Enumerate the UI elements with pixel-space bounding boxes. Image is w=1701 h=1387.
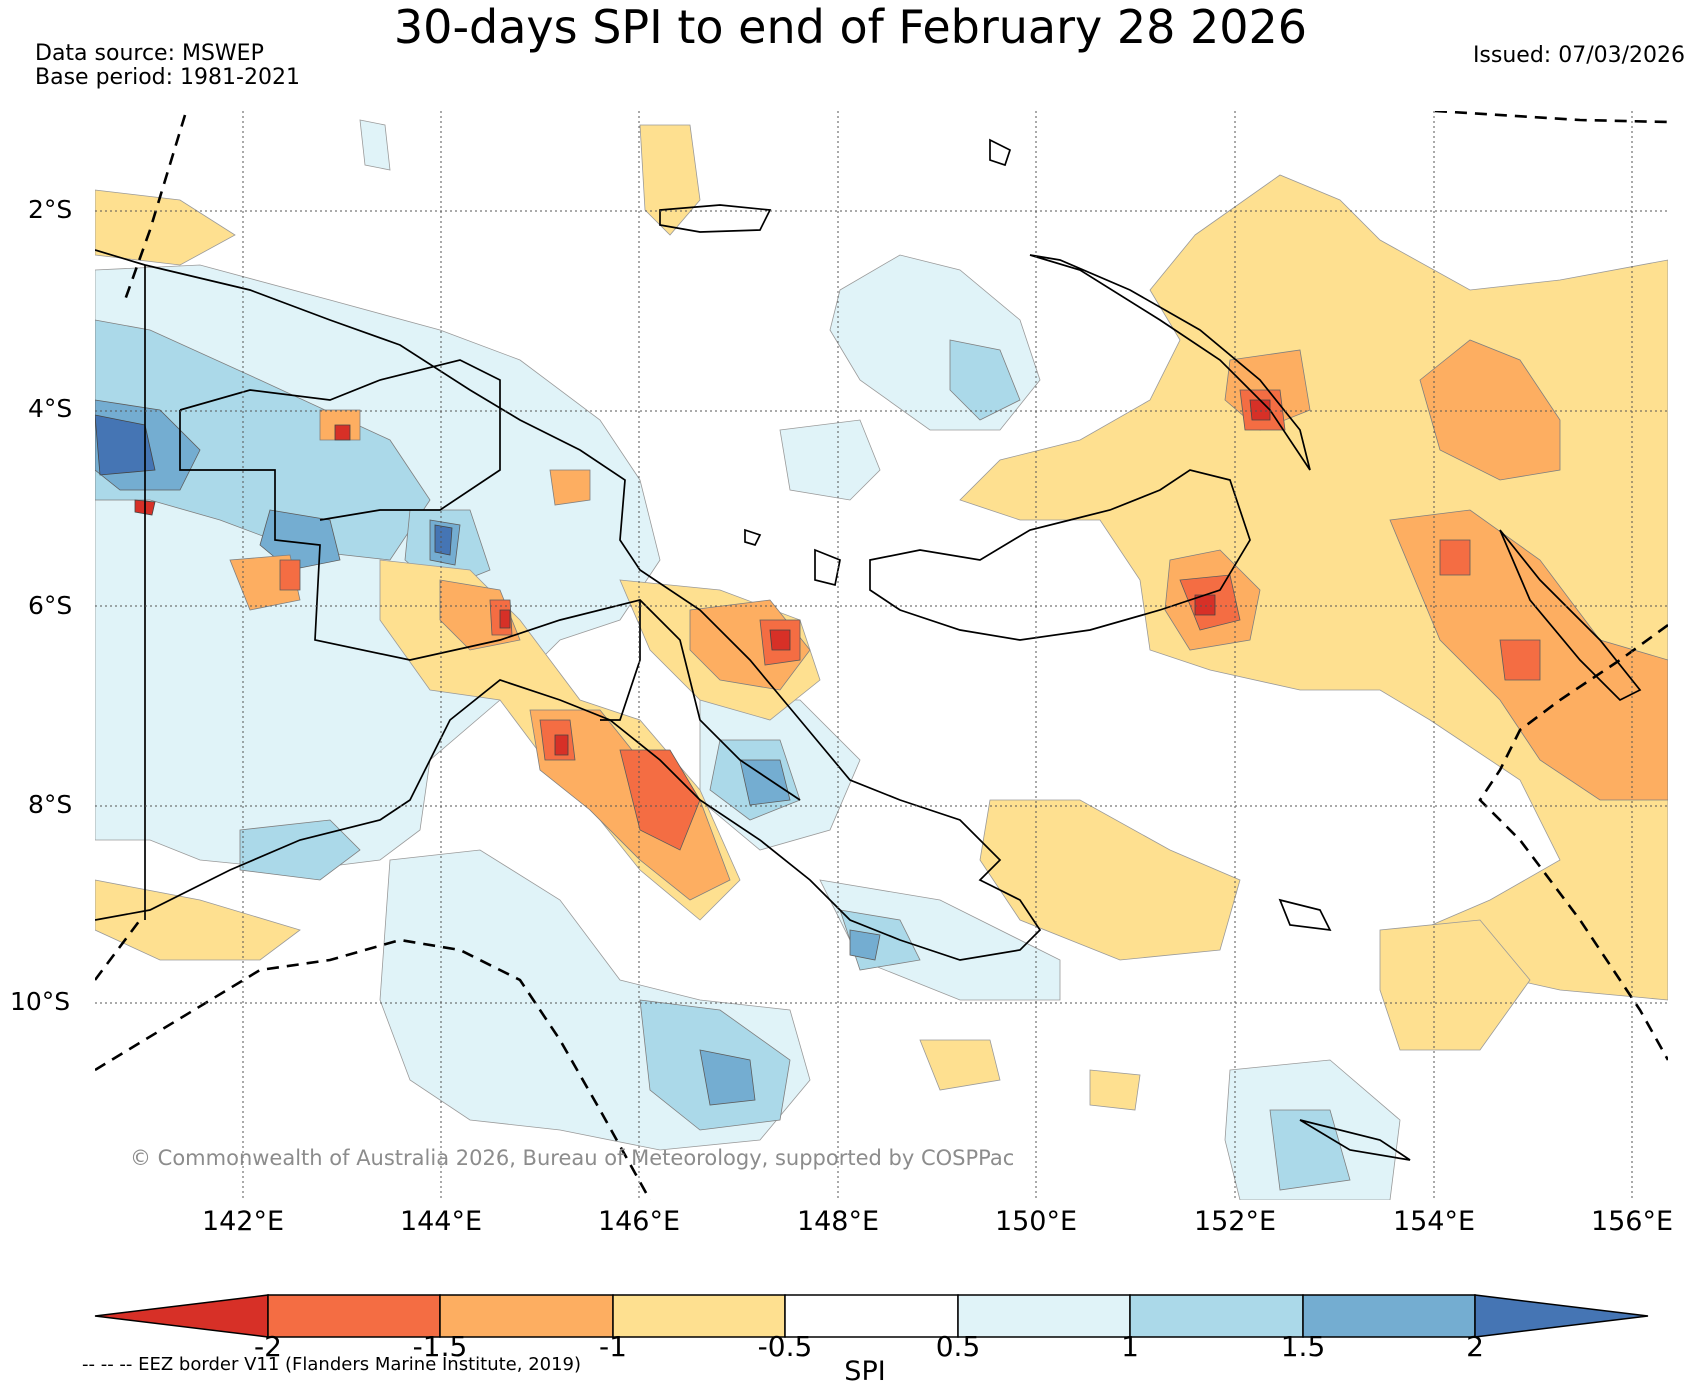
lat-label-8s: 8°S: [28, 790, 73, 819]
colorbar-tick: -2: [254, 1330, 282, 1363]
colorbar: [94, 1294, 1649, 1338]
lon-label-146e: 146°E: [597, 1206, 681, 1237]
colorbar-tick: 2: [1466, 1330, 1484, 1363]
graticule: [95, 111, 1668, 1200]
map-title: 30-days SPI to end of February 28 2026: [393, 0, 1308, 54]
colorbar-segment-3: [612, 1294, 786, 1338]
colorbar-segment-1: [267, 1294, 441, 1338]
colorbar-extend-low: [94, 1294, 269, 1338]
colorbar-tick: -1.5: [412, 1330, 468, 1363]
colorbar-tick: 1.5: [1280, 1330, 1326, 1363]
colorbar-segment-6: [1129, 1294, 1304, 1338]
colorbar-segment-7: [1302, 1294, 1476, 1338]
lon-label-144e: 144°E: [399, 1206, 483, 1237]
coastlines: [95, 138, 1642, 1161]
colorbar-tick: 0.5: [935, 1330, 981, 1363]
copyright-notice: © Commonwealth of Australia 2026, Bureau…: [130, 1146, 1015, 1170]
map-metadata: Data source: MSWEP Base period: 1981-202…: [35, 42, 300, 90]
eez-borders: [95, 111, 1668, 1200]
data-source: Data source: MSWEP: [35, 41, 264, 66]
lon-label-152e: 152°E: [1193, 1206, 1277, 1237]
colorbar-tick: -0.5: [757, 1330, 813, 1363]
spi-fields: [95, 111, 1668, 1200]
colorbar-tick: -1: [599, 1330, 627, 1363]
base-period: Base period: 1981-2021: [35, 65, 300, 90]
lat-label-2s: 2°S: [28, 195, 73, 224]
lon-label-156e: 156°E: [1590, 1206, 1674, 1237]
colorbar-segment-5: [957, 1294, 1131, 1338]
lon-label-150e: 150°E: [994, 1206, 1078, 1237]
lon-label-148e: 148°E: [796, 1206, 880, 1237]
colorbar-label: SPI: [844, 1356, 886, 1387]
eez-legend-note: -- -- -- EEZ border V11 (Flanders Marine…: [82, 1354, 582, 1375]
lat-label-6s: 6°S: [28, 591, 73, 620]
lon-label-142e: 142°E: [201, 1206, 285, 1237]
colorbar-tick: 1: [1121, 1330, 1139, 1363]
colorbar-extend-high: [1474, 1294, 1649, 1338]
issued-date: Issued: 07/03/2026: [1472, 43, 1685, 68]
lon-label-154e: 154°E: [1392, 1206, 1476, 1237]
spi-extremely-wet: [95, 414, 453, 556]
lat-label-10s: 10°S: [10, 987, 71, 1016]
colorbar-segment-4: [784, 1294, 959, 1338]
lat-label-4s: 4°S: [28, 394, 73, 423]
